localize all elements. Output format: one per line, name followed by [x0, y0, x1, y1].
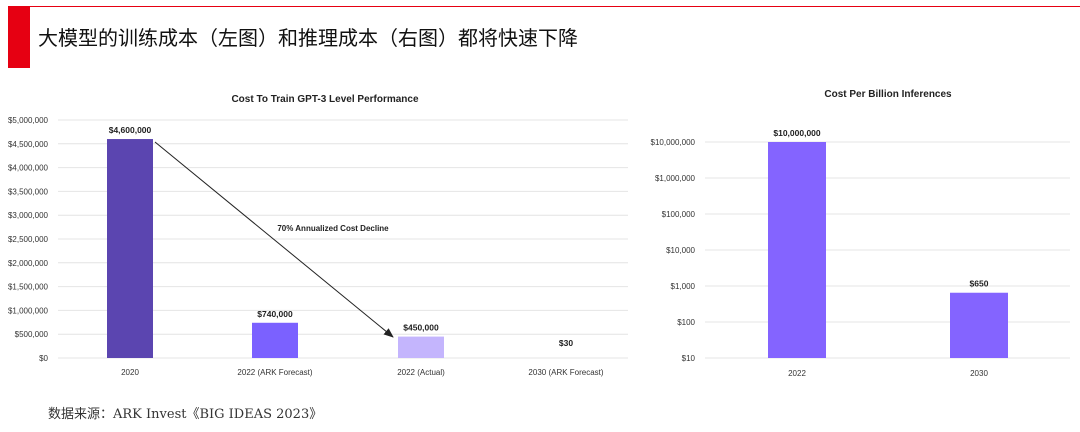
training-data-label: $4,600,000	[109, 125, 152, 135]
title-accent-bar	[8, 6, 30, 68]
inference-data-label: $650	[970, 279, 989, 289]
inference-y-tick-label: $100	[677, 318, 695, 327]
training-x-tick-label: 2022 (Actual)	[397, 368, 445, 377]
training-bar	[107, 139, 153, 358]
inference-y-tick-label: $1,000	[671, 282, 696, 291]
training-y-tick-label: $4,000,000	[8, 164, 49, 173]
inference-x-tick-label: 2022	[788, 369, 806, 378]
training-bar	[252, 322, 298, 358]
training-x-tick-label: 2020	[121, 368, 139, 377]
training-data-label: $450,000	[403, 323, 439, 333]
training-y-tick-label: $1,000,000	[8, 306, 49, 315]
inference-cost-chart: Cost Per Billion Inferences $10 $100 $1,00…	[651, 89, 1070, 378]
inference-y-tick-label: $1,000,000	[655, 174, 696, 183]
training-x-tick-label: 2022 (ARK Forecast)	[237, 368, 312, 377]
training-data-label: $30	[559, 338, 573, 348]
training-y-tick-label: $0	[39, 354, 48, 363]
inference-x-tick-label: 2030	[970, 369, 988, 378]
charts-canvas: Cost To Train GPT-3 Level Performance $0…	[8, 89, 1070, 378]
training-y-tick-label: $5,000,000	[8, 116, 49, 125]
training-data-label: $740,000	[257, 309, 293, 319]
cost-decline-annotation: 70% Annualized Cost Decline	[277, 224, 389, 233]
inference-data-label: $10,000,000	[773, 128, 821, 138]
training-y-tick-label: $500,000	[15, 330, 49, 339]
training-y-tick-label: $3,500,000	[8, 187, 49, 196]
inference-y-tick-label: $10,000,000	[651, 138, 696, 147]
training-y-tick-label: $3,000,000	[8, 211, 49, 220]
training-y-tick-label: $2,500,000	[8, 235, 49, 244]
header-rule	[30, 6, 1080, 7]
inference-chart-title: Cost Per Billion Inferences	[824, 89, 952, 100]
training-cost-chart: Cost To Train GPT-3 Level Performance $0…	[8, 94, 628, 377]
source-footnote: 数据来源：ARK Invest《BIG IDEAS 2023》	[48, 407, 323, 422]
training-y-tick-label: $2,000,000	[8, 259, 49, 268]
training-y-tick-label: $4,500,000	[8, 140, 49, 149]
inference-y-tick-label: $10,000	[666, 246, 695, 255]
page-title: 大模型的训练成本（左图）和推理成本（右图）都将快速下降	[38, 26, 578, 50]
inference-y-tick-label: $10	[682, 354, 696, 363]
training-bar	[398, 336, 444, 358]
training-y-tick-label: $1,500,000	[8, 283, 49, 292]
training-x-tick-label: 2030 (ARK Forecast)	[528, 368, 603, 377]
inference-bar	[768, 142, 826, 358]
inference-bar	[950, 292, 1008, 358]
inference-y-tick-label: $100,000	[662, 210, 696, 219]
training-chart-title: Cost To Train GPT-3 Level Performance	[231, 94, 419, 105]
cost-decline-arrow	[154, 141, 394, 338]
